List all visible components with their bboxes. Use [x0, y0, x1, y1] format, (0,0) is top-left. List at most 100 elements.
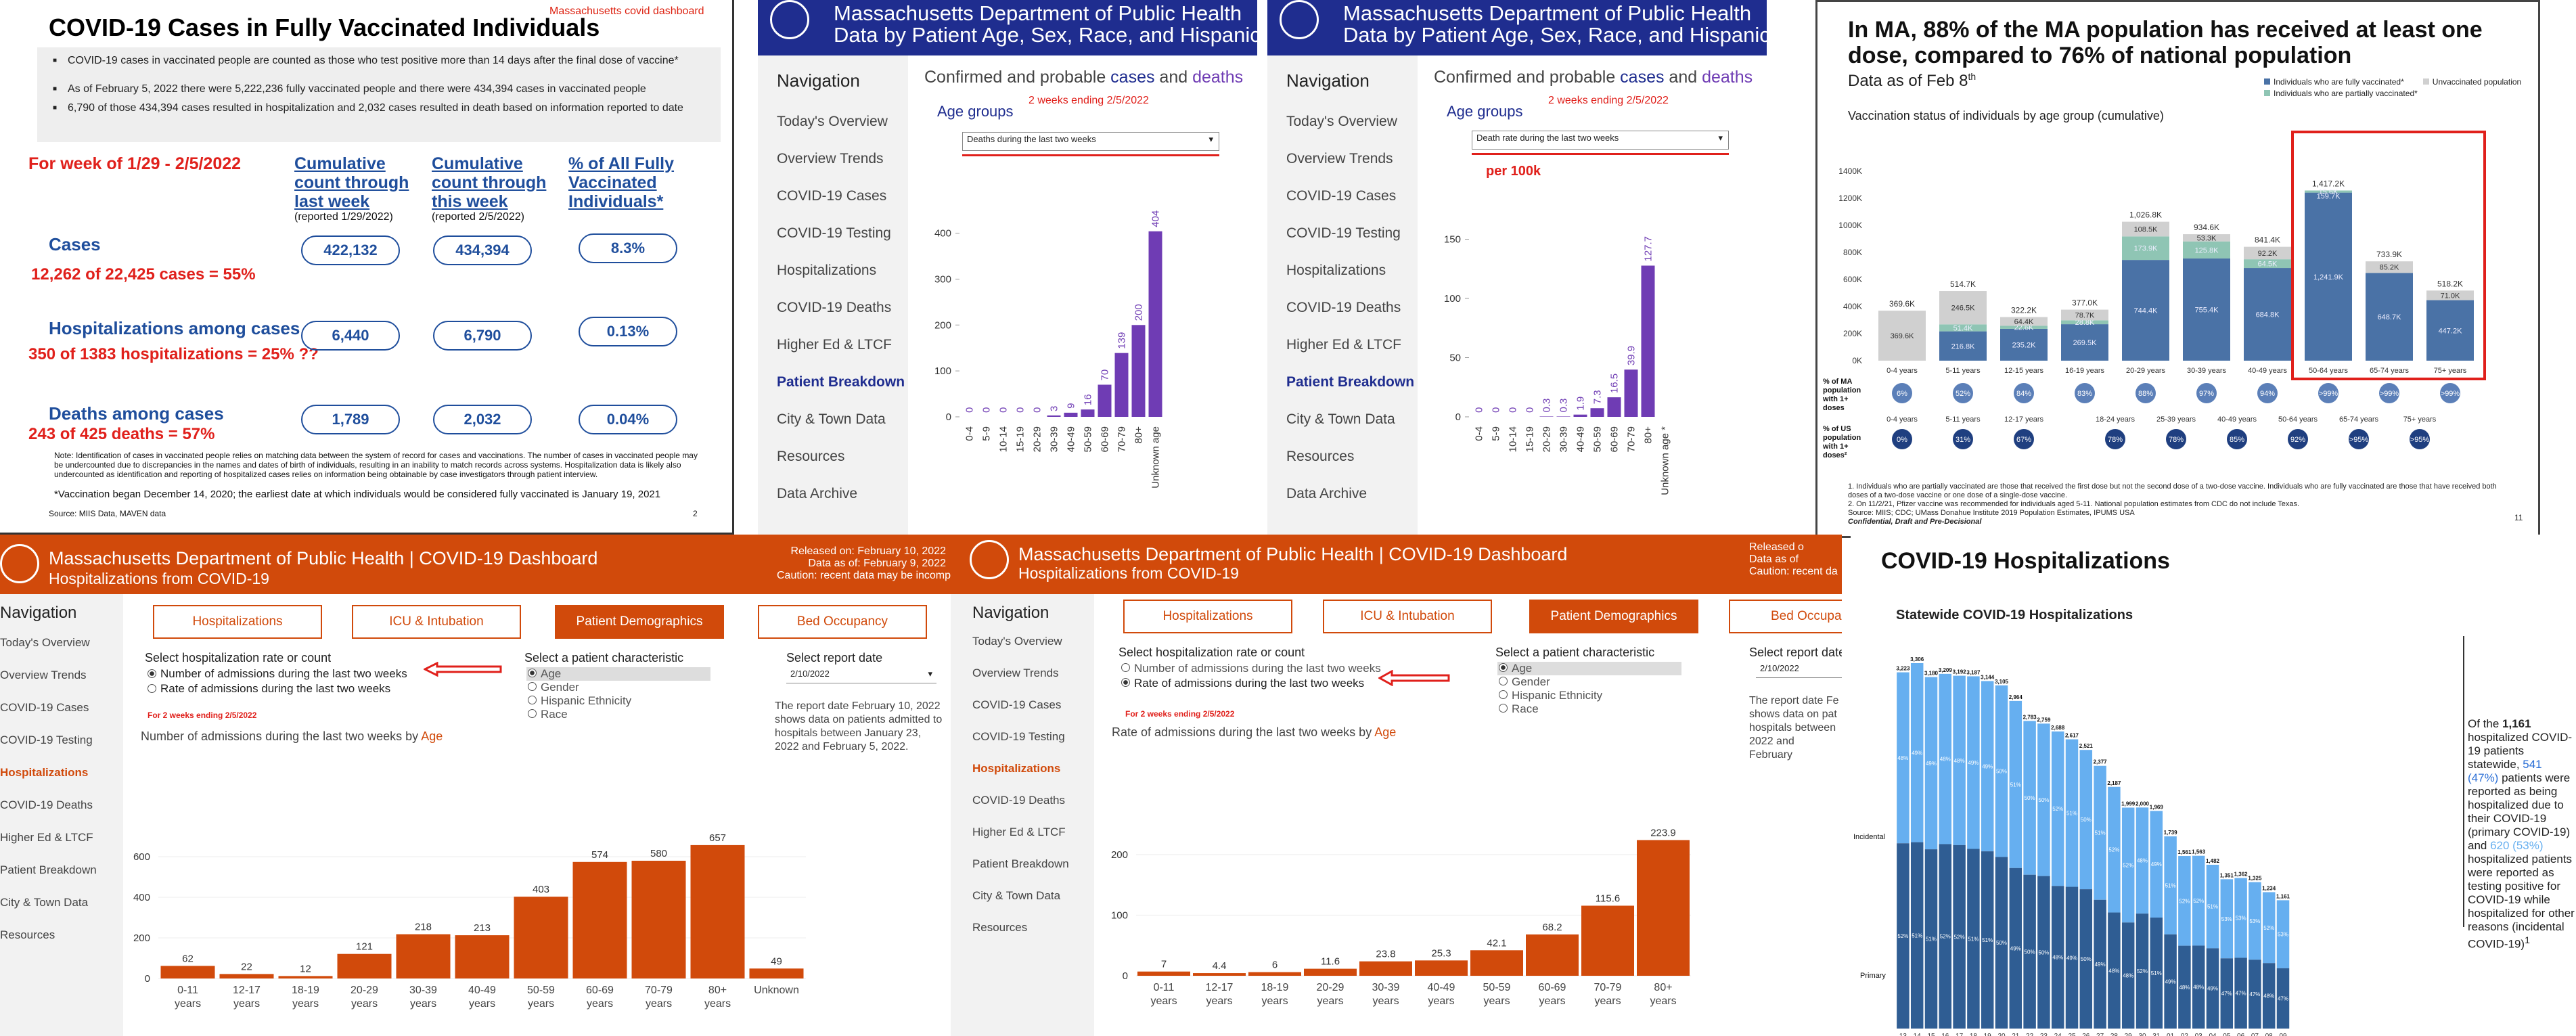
option-rate[interactable]: Rate of admissions during the last two w… [148, 682, 390, 696]
nav-item-higher-ed[interactable]: Higher Ed & LTCF [1286, 337, 1401, 353]
radio-number-icon[interactable] [148, 669, 156, 678]
nav-item-hospitalizations[interactable]: Hospitalizations [1286, 263, 1386, 278]
nav-item-todays-overview[interactable]: Today's Overview [777, 114, 888, 129]
nav-item-todays-overview[interactable]: Today's Overview [0, 636, 90, 649]
nav-item-cases[interactable]: COVID-19 Cases [777, 188, 887, 204]
bar [1193, 973, 1246, 976]
nav-item-overview-trends[interactable]: Overview Trends [1286, 151, 1393, 166]
admissions-rate-chart: 0 100 200 7 0-11 years 4.4 12-17 years 6 18-19 year… [1111, 827, 1691, 1007]
nav-item-todays-overview[interactable]: Today's Overview [972, 635, 1062, 648]
nav-item-city-town[interactable]: City & Town Data [0, 896, 89, 909]
char-option-race[interactable]: Race [528, 708, 631, 721]
nav-item-hospitalizations[interactable]: Hospitalizations [777, 263, 877, 278]
nav-item-deaths[interactable]: COVID-19 Deaths [972, 794, 1065, 807]
option-rate[interactable]: Rate of admissions during the last two w… [1121, 677, 1364, 690]
report-date-select[interactable]: 2/10/2022 ▾ [786, 667, 936, 683]
radio-icon[interactable] [528, 682, 537, 691]
nav-item-overview-trends[interactable]: Overview Trends [972, 667, 1059, 679]
report-date-select[interactable]: 2/10/2022 [1756, 662, 1842, 678]
radio-icon[interactable] [1499, 663, 1508, 672]
tab-bed-occupancy[interactable]: Bed Occupancy [758, 605, 927, 639]
tab-icu-intubation[interactable]: ICU & Intubation [1323, 600, 1492, 633]
nav-item-todays-overview[interactable]: Today's Overview [1286, 114, 1397, 129]
summary-incidental: 620 (53%) [2490, 839, 2544, 852]
nav-item-hospitalizations[interactable]: Hospitalizations [972, 762, 1061, 775]
nav-item-data-archive[interactable]: Data Archive [1286, 486, 1368, 501]
tab-hospitalizations[interactable]: Hospitalizations [153, 605, 322, 639]
nav-item-deaths[interactable]: COVID-19 Deaths [0, 798, 93, 811]
char-option-gender[interactable]: Gender [1499, 675, 1602, 689]
char-option-gender[interactable]: Gender [528, 681, 631, 694]
nav-item-resources[interactable]: Resources [1286, 449, 1355, 464]
nav-item-resources[interactable]: Resources [777, 449, 845, 464]
nav-item-testing[interactable]: COVID-19 Testing [0, 734, 93, 746]
incidental-pct-label: 48% [1940, 757, 1951, 763]
char-option-race[interactable]: Race [1499, 702, 1602, 716]
char-option-hispanic[interactable]: Hispanic Ethnicity [528, 694, 631, 708]
incidental-pct-label: 48% [2137, 858, 2148, 864]
nav-item-higher-ed[interactable]: Higher Ed & LTCF [0, 831, 93, 844]
nav-item-cases[interactable]: COVID-19 Cases [1286, 188, 1397, 204]
radio-icon[interactable] [1499, 704, 1508, 713]
x-tick-label: 80+ [1654, 982, 1672, 993]
radio-icon[interactable] [1499, 677, 1508, 685]
nav-item-higher-ed[interactable]: Higher Ed & LTCF [972, 826, 1066, 838]
radio-icon[interactable] [528, 709, 537, 718]
radio-number-icon[interactable] [1121, 663, 1130, 672]
radio-rate-icon[interactable] [1121, 678, 1130, 687]
ma-pct-circle [1892, 383, 1912, 403]
heading-deaths: deaths [1702, 68, 1753, 87]
tab-patient-demographics[interactable]: Patient Demographics [555, 605, 724, 639]
nav-item-patient-breakdown[interactable]: Patient Breakdown [777, 374, 905, 390]
radio-icon[interactable] [528, 669, 537, 677]
nav-item-higher-ed[interactable]: Higher Ed & LTCF [777, 337, 892, 353]
nav-item-data-archive[interactable]: Data Archive [777, 486, 858, 501]
summary-primary: 541 (47%) [2468, 758, 2542, 784]
nav-item-overview-trends[interactable]: Overview Trends [777, 151, 884, 166]
option-number[interactable]: Number of admissions during the last two… [1121, 662, 1381, 675]
primary-pct-label: 50% [1996, 940, 2007, 946]
primary-pct-label: 49% [2095, 962, 2106, 968]
nav-item-testing[interactable]: COVID-19 Testing [1286, 225, 1401, 241]
nav-item-patient-breakdown[interactable]: Patient Breakdown [0, 863, 97, 876]
tab-bed-occupancy[interactable]: Bed Occupa [1729, 600, 1842, 633]
tab-icu-intubation[interactable]: ICU & Intubation [352, 605, 521, 639]
nav-item-cases[interactable]: COVID-19 Cases [0, 701, 89, 714]
nav-item-deaths[interactable]: COVID-19 Deaths [777, 300, 892, 315]
navigation-sidebar: Navigation Today's Overview Overview Tre… [758, 55, 908, 535]
nav-item-testing[interactable]: COVID-19 Testing [972, 730, 1065, 743]
primary-segment [2023, 874, 2036, 1029]
nav-item-city-town[interactable]: City & Town Data [1286, 411, 1395, 427]
measure-select[interactable]: Deaths during the last two weeks ▾ [962, 132, 1219, 151]
nav-item-resources[interactable]: Resources [0, 928, 55, 941]
char-option-age[interactable]: Age [528, 667, 631, 681]
nav-item-deaths[interactable]: COVID-19 Deaths [1286, 300, 1401, 315]
nav-item-city-town[interactable]: City & Town Data [972, 889, 1061, 902]
radio-rate-icon[interactable] [148, 684, 156, 693]
char-option-hispanic[interactable]: Hispanic Ethnicity [1499, 689, 1602, 702]
total-label: 1,482 [2206, 858, 2220, 864]
row-cases-note: 12,262 of 22,425 cases = 55% [31, 265, 256, 284]
nav-item-patient-breakdown[interactable]: Patient Breakdown [972, 857, 1069, 870]
us-pct-circle [1892, 429, 1912, 449]
nav-item-resources[interactable]: Resources [972, 921, 1028, 934]
nav-item-testing[interactable]: COVID-19 Testing [777, 225, 891, 241]
char-option-age[interactable]: Age [1499, 662, 1602, 675]
incidental-pct-label: 52% [2052, 806, 2063, 812]
x-tick-label: 01 [2167, 1033, 2175, 1036]
option-number[interactable]: Number of admissions during the last two… [148, 667, 407, 681]
nav-item-patient-breakdown[interactable]: Patient Breakdown [1286, 374, 1415, 390]
nav-item-hospitalizations[interactable]: Hospitalizations [0, 766, 89, 779]
tab-hospitalizations[interactable]: Hospitalizations [1123, 600, 1292, 633]
nav-item-overview-trends[interactable]: Overview Trends [0, 669, 87, 681]
nav-item-city-town[interactable]: City & Town Data [777, 411, 886, 427]
x-tick-label: 70-79 [645, 985, 673, 996]
radio-icon[interactable] [528, 696, 537, 704]
slide-page: 11 [2514, 513, 2523, 522]
tab-patient-demographics[interactable]: Patient Demographics [1529, 600, 1698, 633]
measure-select[interactable]: Death rate during the last two weeks ▾ [1472, 131, 1729, 150]
slide-footnote: Note: Identification of cases in vaccina… [54, 451, 698, 479]
radio-icon[interactable] [1499, 690, 1508, 699]
nav-item-cases[interactable]: COVID-19 Cases [972, 698, 1062, 711]
ma-pct-circle [2440, 383, 2460, 403]
